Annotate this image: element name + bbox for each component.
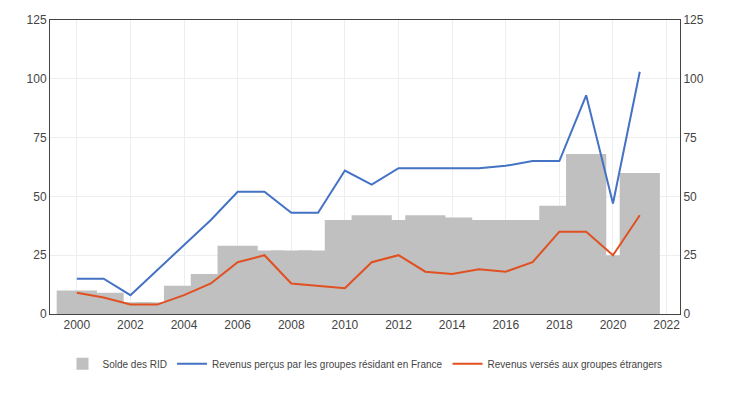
svg-text:2014: 2014 — [439, 318, 466, 332]
svg-text:50: 50 — [33, 190, 47, 204]
svg-text:2016: 2016 — [492, 318, 519, 332]
svg-text:125: 125 — [683, 13, 703, 27]
svg-text:0: 0 — [40, 307, 47, 321]
svg-text:Revenus perçus par les groupes: Revenus perçus par les groupes résidant … — [212, 359, 443, 370]
svg-text:2002: 2002 — [117, 318, 144, 332]
svg-text:2010: 2010 — [332, 318, 359, 332]
svg-text:2008: 2008 — [278, 318, 305, 332]
svg-text:100: 100 — [683, 72, 703, 86]
svg-text:2006: 2006 — [224, 318, 251, 332]
svg-text:100: 100 — [27, 72, 47, 86]
svg-text:Solde des RID: Solde des RID — [103, 359, 167, 370]
svg-text:2012: 2012 — [385, 318, 412, 332]
svg-text:0: 0 — [683, 307, 690, 321]
svg-text:25: 25 — [33, 248, 47, 262]
svg-text:2004: 2004 — [171, 318, 198, 332]
svg-text:125: 125 — [27, 13, 47, 27]
svg-text:50: 50 — [683, 190, 697, 204]
svg-text:2022: 2022 — [653, 318, 680, 332]
svg-text:2020: 2020 — [600, 318, 627, 332]
svg-text:2018: 2018 — [546, 318, 573, 332]
svg-text:Revenus versés aux groupes étr: Revenus versés aux groupes étrangers — [488, 359, 663, 370]
svg-text:75: 75 — [33, 131, 47, 145]
svg-text:25: 25 — [683, 248, 697, 262]
svg-text:75: 75 — [683, 131, 697, 145]
svg-text:2000: 2000 — [63, 318, 90, 332]
